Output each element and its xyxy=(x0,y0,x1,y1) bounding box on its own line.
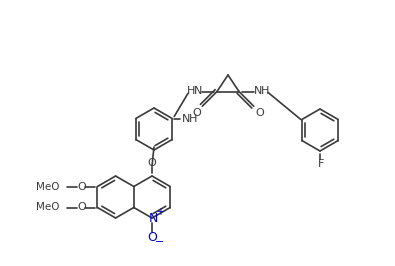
Text: H: H xyxy=(261,85,269,95)
Text: N: N xyxy=(194,85,202,95)
Text: F: F xyxy=(318,159,324,169)
Text: N: N xyxy=(148,211,158,225)
Text: MeO: MeO xyxy=(36,181,59,192)
Text: N: N xyxy=(182,114,190,123)
Text: MeO: MeO xyxy=(36,202,59,213)
Text: O: O xyxy=(192,108,201,118)
Text: O: O xyxy=(148,158,156,168)
Text: −: − xyxy=(155,237,165,247)
Text: +: + xyxy=(156,207,164,217)
Text: H: H xyxy=(187,85,195,95)
Text: O: O xyxy=(147,231,157,244)
Text: O: O xyxy=(77,181,86,192)
Text: O: O xyxy=(77,202,86,213)
Text: H: H xyxy=(189,114,198,123)
Text: O: O xyxy=(255,108,264,118)
Text: N: N xyxy=(254,85,262,95)
